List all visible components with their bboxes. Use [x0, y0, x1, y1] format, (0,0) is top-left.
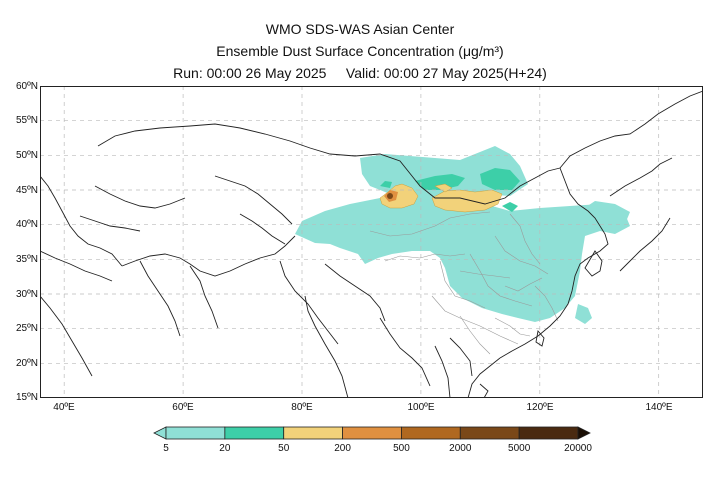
colorbar-swatch — [283, 426, 343, 440]
lon-label-80: 80ºE — [291, 402, 313, 413]
lon-label-40: 40ºE — [53, 402, 75, 413]
colorbar — [153, 426, 591, 440]
colorbar-label: 200 — [334, 443, 351, 454]
colorbar-label: 50 — [278, 443, 290, 454]
china-province-boundaries — [369, 211, 559, 355]
lon-label-100: 100ºE — [407, 402, 435, 413]
lat-label-45: 45ºN — [16, 185, 38, 196]
map-frame — [40, 86, 703, 398]
lon-label-120: 120ºE — [526, 402, 554, 413]
lat-label-50: 50ºN — [16, 150, 38, 161]
colorbar-label: 2000 — [449, 443, 472, 454]
colorbar-under-triangle — [153, 426, 167, 440]
colorbar-label: 20000 — [564, 443, 592, 454]
dust-fill-500-2000 — [387, 193, 393, 199]
colorbar-label: 5000 — [508, 443, 531, 454]
lat-label-20: 20ºN — [16, 358, 38, 369]
colorbar-swatch — [518, 426, 579, 440]
lat-label-30: 30ºN — [16, 289, 38, 300]
dust-fill-5-20 — [295, 146, 630, 324]
lat-label-15: 15ºN — [16, 392, 38, 403]
lon-label-140: 140ºE — [645, 402, 673, 413]
colorbar-swatch — [401, 426, 461, 440]
title-line-1: WMO SDS-WAS Asian Center — [265, 21, 455, 37]
lat-label-60: 60ºN — [16, 81, 38, 92]
dust-fill-20-50 — [380, 168, 520, 212]
gridlines — [40, 86, 703, 398]
colorbar-label: 20 — [219, 443, 231, 454]
colorbar-swatch — [165, 426, 226, 440]
colorbar-swatch — [224, 426, 285, 440]
title-line-2: Ensemble Dust Surface Concentration (μg/… — [216, 43, 504, 59]
country-boundaries — [40, 90, 703, 398]
title-line-3: Run: 00:00 26 May 2025 Valid: 00:00 27 M… — [173, 65, 547, 81]
lat-label-40: 40ºN — [16, 219, 38, 230]
colorbar-swatch — [342, 426, 402, 440]
colorbar-label: 5 — [163, 443, 169, 454]
colorbar-label: 500 — [393, 443, 410, 454]
colorbar-over-triangle — [577, 426, 591, 440]
lat-label-25: 25ºN — [16, 323, 38, 334]
lon-label-60: 60ºE — [172, 402, 194, 413]
lat-label-55: 55ºN — [16, 115, 38, 126]
dust-map — [40, 86, 703, 398]
colorbar-swatches — [153, 426, 591, 440]
map-panel — [40, 86, 703, 398]
title-block: WMO SDS-WAS Asian Center Ensemble Dust S… — [0, 18, 720, 84]
lat-label-35: 35ºN — [16, 254, 38, 265]
colorbar-swatch — [459, 426, 520, 440]
